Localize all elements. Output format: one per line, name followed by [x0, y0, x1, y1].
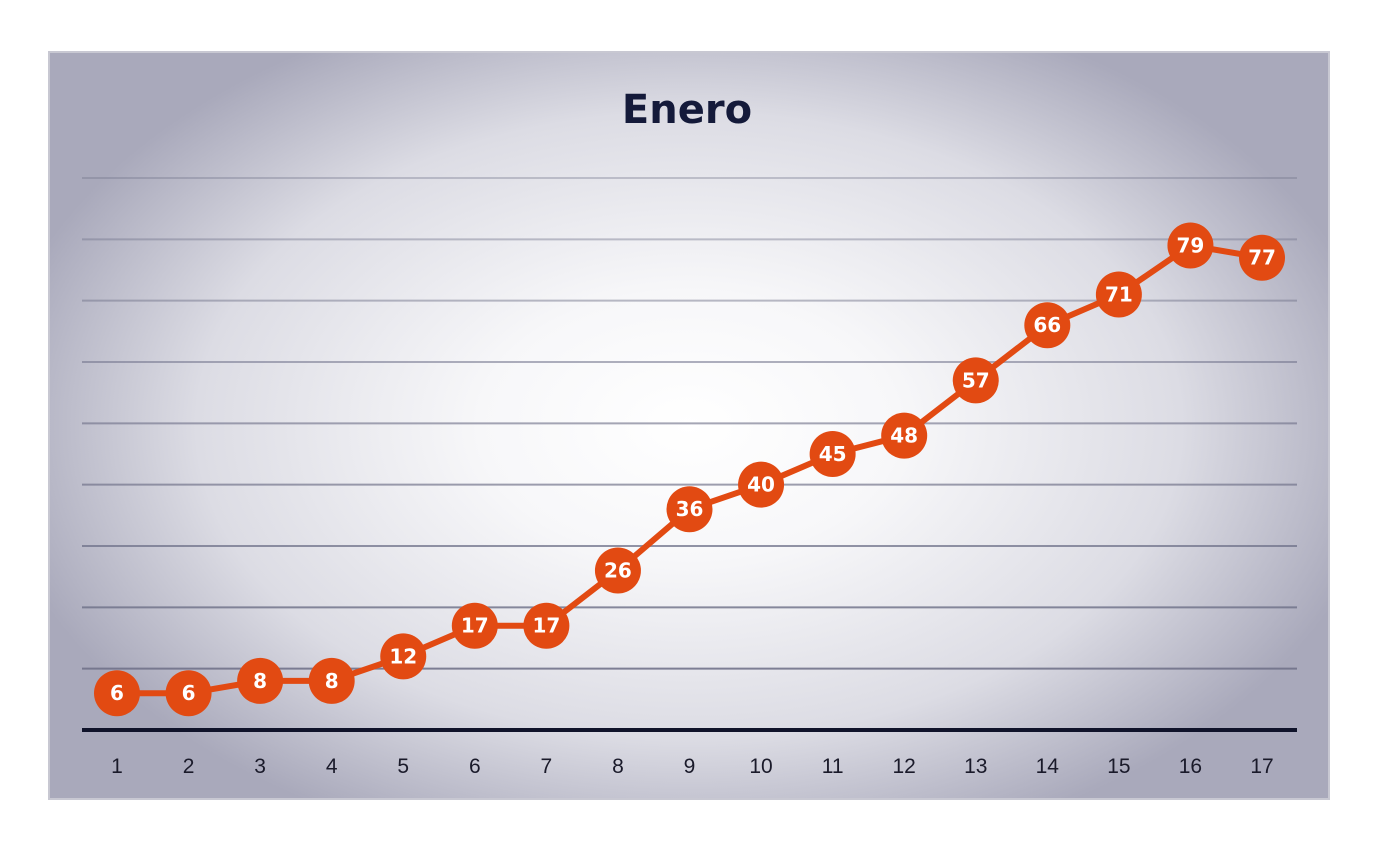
- x-tick-label: 2: [183, 755, 195, 778]
- x-tick-label: 7: [541, 755, 553, 778]
- data-label: 17: [532, 614, 560, 638]
- data-point-marker: [1239, 234, 1285, 281]
- data-label: 12: [389, 644, 417, 668]
- series-line: [114, 242, 1265, 697]
- data-label: 77: [1248, 246, 1276, 270]
- data-point-marker: [94, 670, 140, 717]
- data-point-marker: [881, 412, 928, 459]
- x-tick-label: 6: [469, 755, 481, 778]
- x-tick-label: 12: [893, 755, 916, 778]
- data-point-marker: [1095, 271, 1142, 318]
- data-point-marker: [594, 547, 641, 594]
- x-tick-label: 1: [111, 755, 123, 778]
- x-tick-label: 17: [1250, 755, 1273, 778]
- data-label: 17: [461, 614, 489, 638]
- x-tick-label: 5: [397, 755, 409, 778]
- data-point-marker: [451, 602, 498, 649]
- data-label: 71: [1105, 283, 1133, 307]
- data-point-marker: [380, 633, 427, 680]
- data-label: 45: [819, 442, 847, 466]
- data-label: 8: [325, 669, 339, 693]
- x-tick-label: 14: [1036, 755, 1060, 778]
- x-tick-label: 15: [1107, 755, 1130, 778]
- data-point-marker: [1167, 222, 1214, 269]
- data-point-marker: [952, 357, 999, 404]
- data-label: 40: [747, 473, 775, 497]
- data-label: 66: [1033, 313, 1061, 337]
- data-point-marker: [1024, 302, 1071, 349]
- data-point-marker: [738, 461, 785, 508]
- x-tick-label: 8: [612, 755, 624, 778]
- data-point-marker: [237, 657, 284, 704]
- data-point-marker: [165, 670, 212, 717]
- data-label: 26: [604, 559, 632, 583]
- x-tick-label: 13: [964, 755, 987, 778]
- x-tick-label: 11: [822, 755, 844, 778]
- data-label: 57: [962, 368, 990, 392]
- data-point-marker: [666, 486, 713, 533]
- data-point-marker: [308, 657, 355, 704]
- data-label: 48: [890, 424, 918, 448]
- data-label: 79: [1177, 233, 1205, 257]
- chart-title: Enero: [621, 87, 753, 133]
- data-label: 36: [676, 497, 704, 521]
- x-tick-label: 9: [684, 755, 696, 778]
- data-label: 6: [182, 681, 196, 705]
- data-point-marker: [809, 431, 856, 477]
- data-label: 8: [253, 669, 267, 693]
- x-tick-label: 10: [749, 755, 772, 778]
- x-tick-label: 3: [254, 755, 266, 778]
- data-point-marker: [523, 602, 570, 649]
- x-tick-label: 16: [1179, 755, 1202, 778]
- x-tick-label: 4: [326, 755, 338, 778]
- data-label: 6: [110, 681, 124, 705]
